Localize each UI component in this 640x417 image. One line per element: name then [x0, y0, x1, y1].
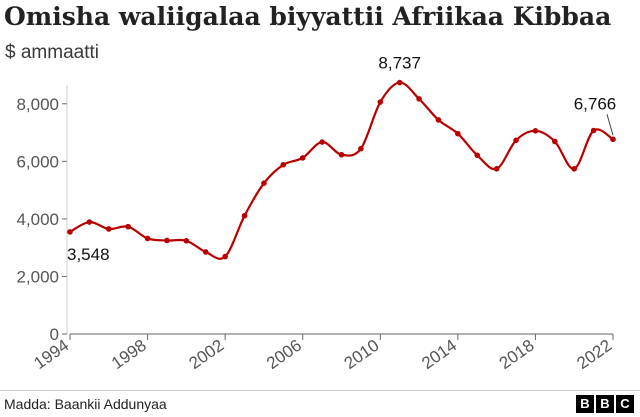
source-note: Madda: Baankii Addunyaa: [4, 396, 167, 412]
x-tick-label: 2002: [186, 336, 228, 373]
data-point: [416, 96, 422, 102]
y-tick-label: 0: [50, 325, 59, 344]
data-point: [67, 229, 73, 235]
data-point: [552, 138, 558, 145]
annotation-label: 6,766: [574, 94, 617, 113]
data-point: [261, 180, 267, 187]
bbc-logo-block-3: C: [616, 395, 634, 413]
x-tick-label: 2006: [263, 336, 305, 373]
data-point: [319, 139, 325, 145]
y-tick-label: 2,000: [16, 267, 59, 286]
annotation-label: 3,548: [67, 245, 110, 264]
data-point: [299, 155, 306, 161]
footer-divider: [0, 390, 640, 391]
chart-subtitle: $ ammaatti: [5, 42, 99, 63]
bbc-logo-block-1: B: [576, 395, 594, 413]
data-point: [202, 249, 209, 255]
data-point: [532, 128, 539, 134]
data-point: [377, 99, 384, 105]
x-tick-label: 2014: [418, 336, 460, 373]
data-point: [610, 136, 616, 143]
data-point: [590, 127, 597, 134]
x-tick-label: 1998: [108, 336, 150, 373]
data-point: [144, 235, 151, 242]
data-point: [164, 237, 170, 244]
x-tick-label: 2018: [496, 336, 538, 373]
bbc-logo: B B C: [576, 395, 634, 413]
data-point: [474, 152, 481, 159]
data-point: [571, 166, 578, 172]
data-point: [280, 161, 287, 168]
data-point: [513, 137, 519, 144]
data-point: [455, 130, 461, 137]
x-tick-label: 2022: [573, 336, 615, 373]
y-tick-label: 8,000: [16, 95, 59, 114]
data-point: [493, 166, 500, 172]
data-point: [183, 237, 190, 244]
data-point: [125, 223, 131, 230]
x-tick-label: 2010: [341, 336, 383, 373]
annotation-label: 8,737: [378, 54, 421, 73]
y-tick-label: 4,000: [16, 210, 59, 229]
data-point: [241, 212, 248, 219]
data-point: [222, 253, 228, 260]
annotation-leader: [606, 114, 614, 136]
data-point: [358, 145, 364, 152]
chart-title: Omisha waliigalaa biyyattii Afriikaa Kib…: [4, 2, 612, 31]
data-point: [396, 79, 403, 86]
y-tick-label: 6,000: [16, 152, 59, 171]
data-point: [86, 219, 93, 225]
data-point: [338, 151, 345, 158]
data-point: [435, 117, 442, 123]
series-line: [69, 81, 614, 260]
data-point: [105, 226, 112, 232]
bbc-logo-block-2: B: [596, 395, 614, 413]
